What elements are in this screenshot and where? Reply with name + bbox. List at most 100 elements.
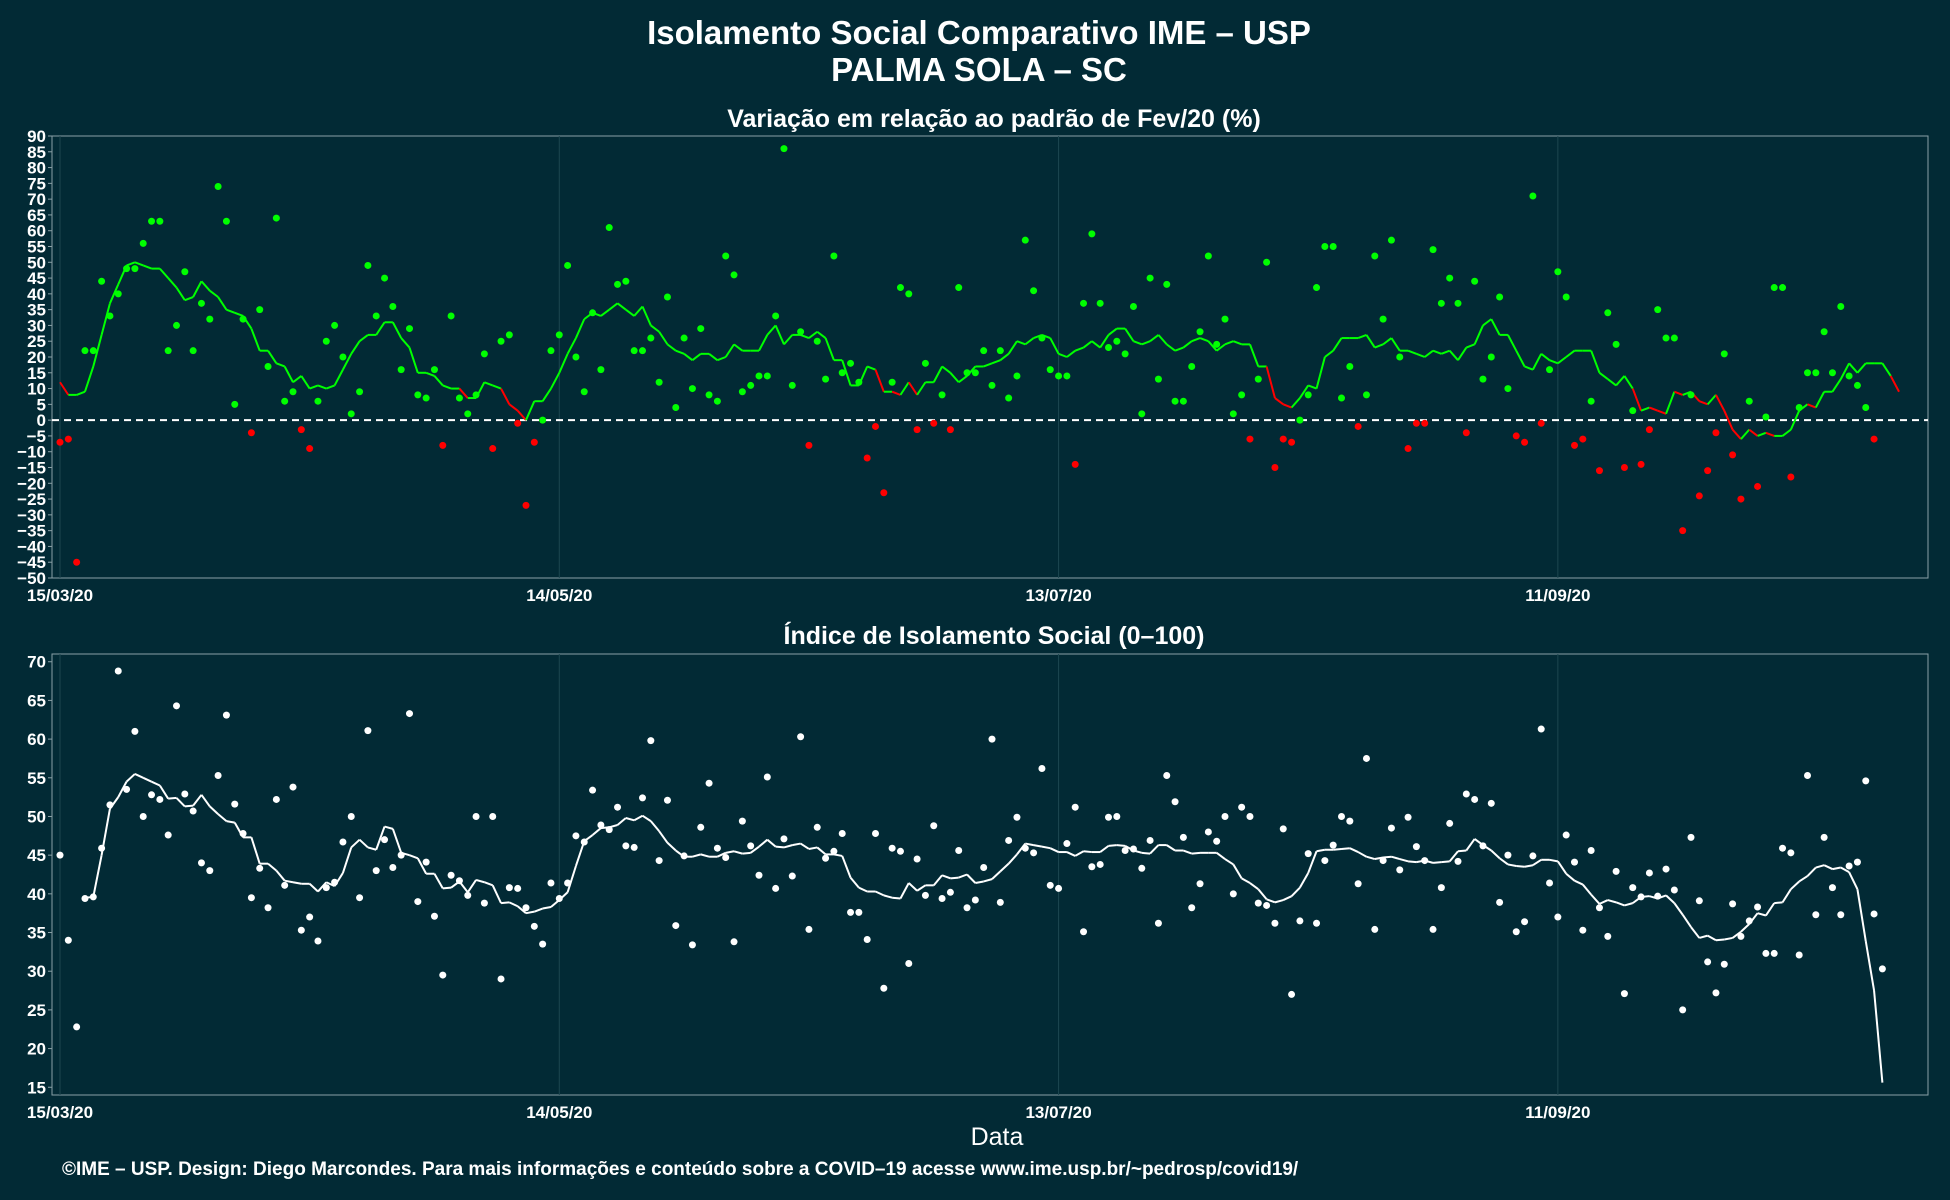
data-point: [1704, 467, 1712, 475]
y-tick-label: −25: [17, 490, 46, 509]
moving-average-segment: [433, 375, 444, 387]
data-point: [472, 812, 480, 820]
data-point: [1296, 917, 1304, 925]
moving-average-segment: [1333, 847, 1342, 851]
moving-average-segment: [1390, 337, 1401, 352]
data-point: [1421, 419, 1429, 427]
data-point: [1637, 893, 1645, 901]
data-point: [114, 667, 122, 675]
moving-average-segment: [691, 353, 702, 361]
data-point: [1637, 460, 1645, 468]
data-point: [805, 441, 813, 449]
moving-average-segment: [1432, 861, 1442, 864]
data-point: [1404, 813, 1412, 821]
data-point: [1546, 879, 1554, 887]
data-point: [464, 410, 472, 418]
data-point: [564, 879, 572, 887]
y-tick-label: 15: [27, 1078, 46, 1097]
moving-average-segment: [733, 850, 743, 855]
moving-average-segment: [1681, 914, 1692, 928]
data-point: [422, 394, 430, 402]
moving-average-segment: [1407, 349, 1417, 355]
data-point: [1446, 274, 1454, 282]
data-point: [614, 280, 622, 288]
data-point: [713, 844, 721, 852]
data-point: [1845, 862, 1853, 870]
moving-average-segment: [550, 372, 561, 390]
moving-average-segment: [916, 381, 927, 396]
moving-average-segment: [492, 384, 502, 390]
moving-average-segment: [1807, 403, 1817, 409]
moving-average-segment: [558, 353, 569, 374]
moving-average-segment: [666, 842, 677, 852]
data-point: [639, 347, 646, 355]
moving-average-segment: [367, 846, 377, 851]
data-point: [630, 347, 638, 355]
data-point: [1146, 836, 1154, 844]
moving-average-segment: [958, 873, 968, 879]
data-point: [946, 888, 954, 896]
moving-average-segment: [1182, 340, 1193, 349]
moving-average-segment: [1407, 860, 1417, 864]
data-point: [1288, 438, 1296, 446]
data-point: [1105, 344, 1112, 352]
moving-average-segment: [1457, 849, 1467, 853]
data-point: [763, 372, 771, 380]
moving-average-segment: [1765, 431, 1775, 437]
moving-average-segment: [883, 894, 893, 899]
data-point: [214, 183, 222, 191]
data-point: [1204, 828, 1212, 836]
moving-average-segment: [1649, 406, 1659, 412]
moving-average-segment: [1174, 346, 1184, 352]
moving-average-segment: [1590, 893, 1601, 905]
data-point: [872, 829, 879, 837]
data-point: [1129, 845, 1137, 853]
data-point: [1238, 391, 1246, 399]
data-point: [372, 312, 380, 320]
moving-average-segment: [276, 362, 286, 368]
data-point: [522, 904, 530, 912]
moving-average-segment: [1424, 349, 1434, 358]
data-point: [114, 290, 122, 298]
moving-average-segment: [1232, 863, 1243, 879]
y-tick-label: 35: [27, 924, 46, 943]
plot-frame: [51, 135, 1929, 579]
data-point: [930, 822, 938, 830]
moving-average-segment: [342, 353, 353, 371]
data-point: [1687, 391, 1695, 399]
data-point: [56, 851, 64, 859]
panel-title-index: Índice de Isolamento Social (0–100): [784, 621, 1205, 650]
data-point: [1770, 949, 1778, 957]
data-point: [214, 771, 222, 779]
data-point: [547, 347, 555, 355]
moving-average-segment: [1590, 350, 1601, 374]
data-point: [1504, 851, 1512, 859]
moving-average-segment: [983, 878, 993, 883]
moving-average-segment: [1282, 403, 1292, 409]
moving-average-segment: [134, 261, 144, 267]
moving-average-segment: [1124, 328, 1135, 342]
data-point: [1379, 315, 1387, 323]
moving-average-segment: [1166, 343, 1176, 352]
moving-average-segment: [1515, 350, 1526, 367]
data-point: [555, 894, 563, 902]
data-point: [1379, 857, 1387, 865]
data-point: [1246, 812, 1254, 820]
moving-average-segment: [591, 827, 602, 836]
moving-average-segment: [1025, 842, 1034, 847]
y-tick-label: 40: [27, 885, 46, 904]
moving-average-segment: [1041, 845, 1051, 850]
data-point: [780, 145, 788, 153]
moving-average-segment: [1706, 394, 1717, 406]
data-point: [197, 859, 205, 867]
data-point: [680, 334, 688, 342]
data-point: [339, 353, 347, 361]
moving-average-segment: [1049, 847, 1059, 853]
data-point: [1828, 884, 1836, 892]
data-point: [1412, 843, 1420, 851]
moving-average-segment: [92, 854, 103, 898]
moving-average-segment: [1033, 844, 1043, 848]
y-tick-label: 45: [27, 846, 46, 865]
y-tick-label: 45: [27, 269, 46, 288]
moving-average-segment: [508, 901, 519, 908]
